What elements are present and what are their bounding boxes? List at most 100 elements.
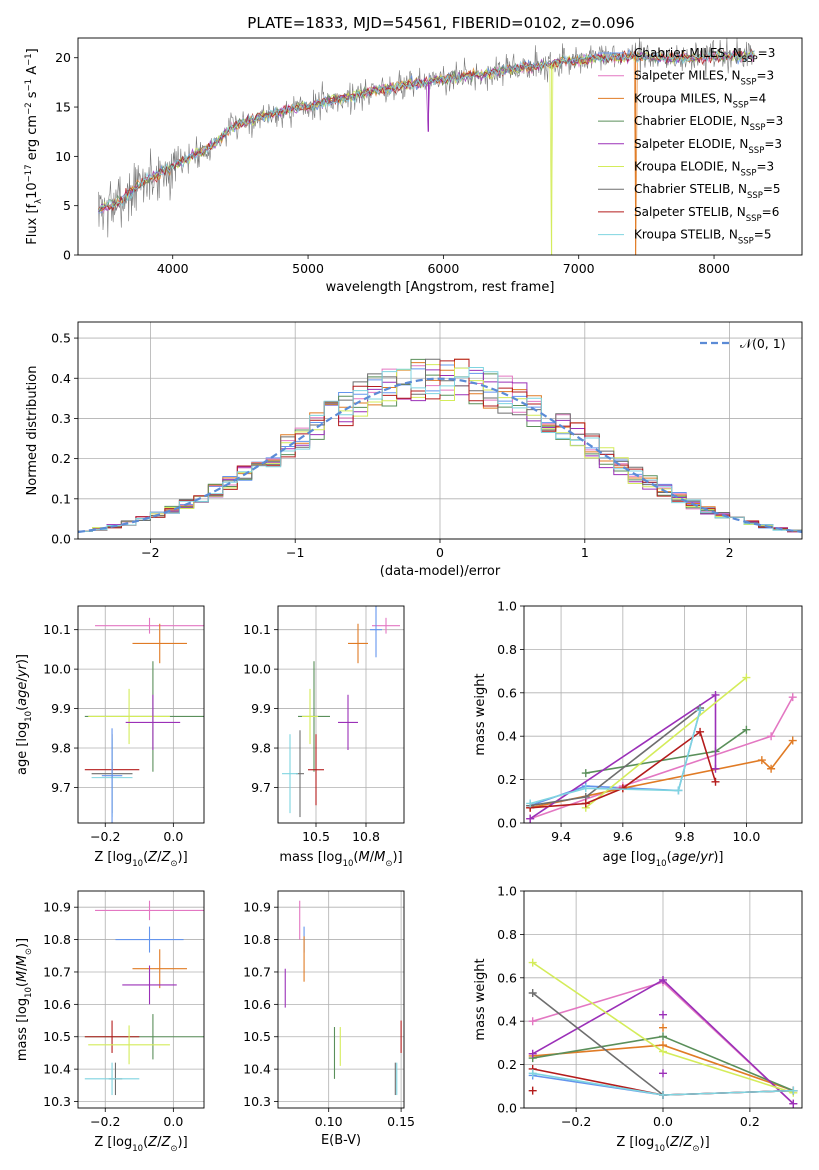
tick-label-y: 0.2 [497, 772, 517, 787]
tick-label-y: 9.7 [51, 780, 71, 795]
axis-label-y: age [log10(age/yr)] [15, 654, 34, 775]
plus-marker [618, 784, 627, 793]
axes-frame [77, 890, 205, 1109]
tick-label-y: 1.0 [497, 884, 517, 899]
tick-label-y: 0.2 [497, 1057, 517, 1072]
tick-label-y: 5 [63, 198, 71, 213]
tick-label-x: −0.2 [90, 1114, 120, 1129]
tick-label-x: 0 [436, 545, 444, 560]
plus-marker [788, 693, 797, 702]
plus-marker [767, 732, 776, 741]
figure-title: PLATE=1833, MJD=54561, FIBERID=0102, z=0… [247, 14, 634, 32]
tick-label-y: 10.9 [43, 900, 71, 915]
chart-age-vs-Z: −0.2 0.0 9.7 9.8 9.9 10.0 10.1 Z [log10(Z/Z⊙)] a… [15, 605, 205, 869]
plus-marker [659, 1010, 667, 1019]
tick-label-y: 0.4 [497, 729, 517, 744]
tick-label-y: 10.1 [43, 622, 71, 637]
tick-label-y: 9.9 [51, 701, 71, 716]
histogram-series [78, 367, 802, 532]
tick-label-x: 5000 [292, 261, 324, 276]
axes-frame [77, 37, 803, 256]
tick-label-y: 0.4 [51, 371, 71, 386]
tick-label-x: 9.4 [551, 829, 571, 844]
model-spectrum-line [97, 48, 755, 212]
tick-label-y: 9.9 [251, 701, 271, 716]
plus-marker [711, 764, 720, 773]
legend-label: Kroupa MILES, NSSP=4 [634, 91, 766, 110]
tick-label-y: 0.0 [51, 532, 71, 547]
plus-marker [528, 988, 537, 997]
legend-label: Salpeter STELIB, NSSP=6 [634, 205, 779, 224]
axes-frame [523, 605, 803, 824]
series-line [585, 676, 747, 809]
tick-label-y: 10.0 [243, 662, 271, 677]
tick-label-y: 10.8 [43, 932, 71, 947]
plus-marker [528, 1069, 537, 1078]
tick-label-x: 7000 [563, 261, 595, 276]
normal-reference-curve [78, 377, 802, 534]
tick-label-y: 0 [63, 248, 71, 263]
tick-label-y: 0.2 [51, 451, 71, 466]
tick-label-y: 20 [55, 50, 71, 65]
tick-label-y: 9.8 [51, 741, 71, 756]
plus-marker [659, 1069, 667, 1078]
axis-label-x: wavelength [Angstrom, rest frame] [326, 280, 555, 295]
legend-label: Salpeter ELODIE, NSSP=3 [634, 137, 782, 156]
plot-area [97, 38, 755, 255]
plus-marker [659, 1032, 667, 1041]
tick-label-y: 0.1 [51, 491, 71, 506]
axis-label-x: E(B-V) [321, 1133, 361, 1148]
chart-spectrum: 4000 5000 6000 7000 8000 0 5 10 15 20 Chabrier MIL… [24, 37, 803, 295]
axis-label-y: mass weight [473, 673, 488, 755]
axis-label-y: mass [log10(M/M⊙)] [15, 938, 34, 1061]
legend-label: Chabrier ELODIE, NSSP=3 [634, 114, 783, 133]
tick-label-x: 10.8 [352, 829, 380, 844]
axes-frame [523, 890, 803, 1109]
histogram-legend: 𝒩(0, 1) [700, 336, 786, 351]
plus-marker [581, 799, 590, 808]
plus-marker [788, 736, 797, 745]
tick-label-x: −2 [141, 545, 159, 560]
plus-marker [659, 975, 667, 984]
plus-marker [581, 784, 590, 793]
spectrum-legend: Chabrier MILES, NSSP=3 Salpeter MILES, NS… [598, 46, 783, 247]
plus-marker [528, 1086, 537, 1095]
plot-area [284, 900, 402, 1096]
legend-label: Chabrier STELIB, NSSP=5 [634, 182, 781, 201]
plot-area [526, 673, 797, 823]
tick-label-x: 6000 [427, 261, 459, 276]
legend-label: Chabrier MILES, NSSP=3 [634, 46, 775, 65]
tick-label-y: 15 [55, 100, 71, 115]
plus-marker [742, 725, 751, 734]
plus-marker [789, 1086, 798, 1095]
chart-mass-vs-ebv: 0.10 0.15 10.3 10.4 10.5 10.6 10.7 10.8 10.9 E(B-… [243, 890, 415, 1148]
tick-label-y: 0.6 [497, 970, 517, 985]
plus-marker [711, 777, 720, 786]
tick-label-y: 0.0 [497, 816, 517, 831]
axis-label-x: Z [log10(Z/Z⊙)] [616, 1135, 709, 1154]
tick-label-y: 9.7 [251, 780, 271, 795]
tick-label-y: 9.8 [251, 741, 271, 756]
axis-label-x: age [log10(age/yr)] [603, 850, 724, 869]
series-line [529, 709, 701, 805]
tick-label-y: 0.3 [51, 411, 71, 426]
tick-label-x: 0.2 [740, 1114, 760, 1129]
tick-label-x: 10.0 [732, 829, 760, 844]
tick-label-x: 0.0 [163, 1114, 183, 1129]
series-line [530, 740, 794, 809]
plus-marker [659, 1047, 667, 1056]
axes-frame [77, 321, 803, 540]
tick-label-y: 10.5 [243, 1029, 271, 1044]
axis-label-y: mass weight [473, 958, 488, 1040]
plot-area [78, 358, 802, 534]
tick-label-y: 10.6 [243, 997, 271, 1012]
axes-frame [77, 605, 205, 824]
plus-marker [659, 1023, 667, 1032]
tick-label-x: −0.2 [561, 1114, 591, 1129]
legend-label: Salpeter MILES, NSSP=3 [634, 69, 774, 88]
plus-marker [528, 1017, 537, 1026]
tick-label-y: 10.4 [43, 1062, 71, 1077]
chart-massweight-vs-age: 9.4 9.6 9.8 10.0 0.0 0.2 0.4 0.6 0.8 1.0 age [log1… [473, 599, 803, 869]
tick-label-y: 10.4 [243, 1062, 271, 1077]
